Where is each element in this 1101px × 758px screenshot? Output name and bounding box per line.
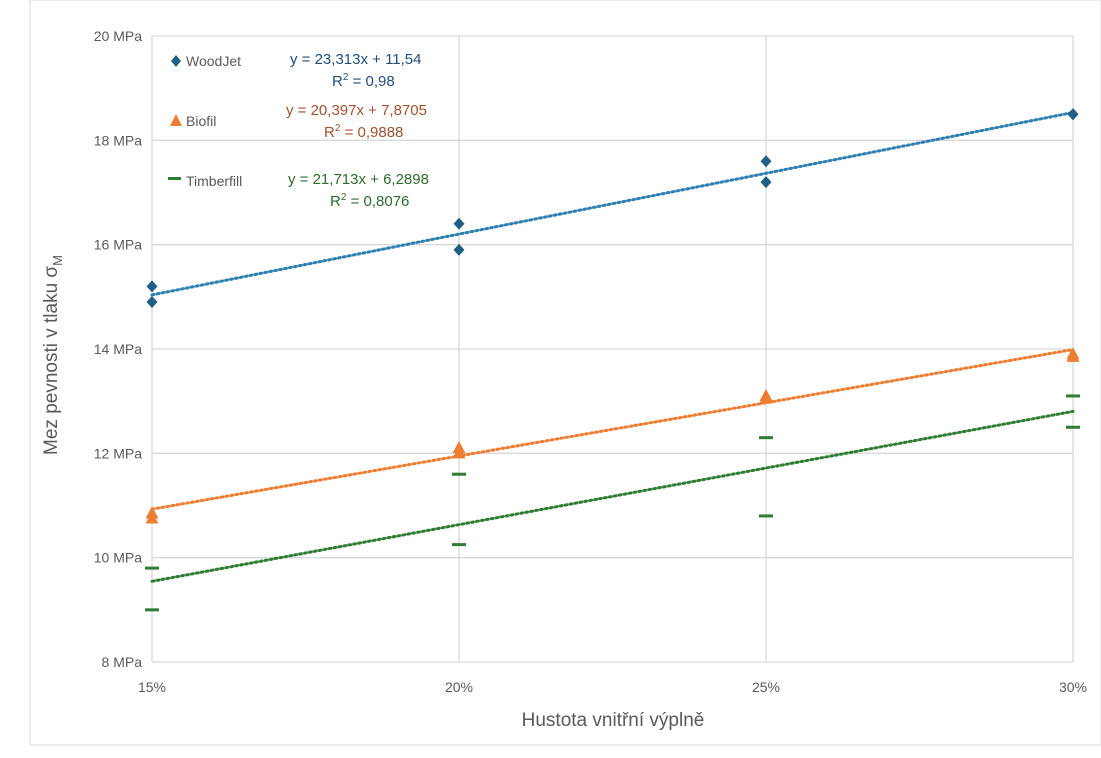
data-point-timberfill xyxy=(452,472,466,476)
data-point-woodjet xyxy=(760,176,772,189)
y-tick-label: 8 MPa xyxy=(102,654,143,670)
chart-frame xyxy=(29,0,1101,746)
x-tick-label: 20% xyxy=(445,679,473,695)
trendline-woodjet xyxy=(150,110,1075,297)
grid-lines xyxy=(151,35,1074,663)
x-tick-label: 15% xyxy=(138,679,166,695)
data-point-timberfill xyxy=(145,566,159,570)
y-tick-label: 16 MPa xyxy=(94,237,142,253)
data-point-timberfill xyxy=(145,608,159,612)
data-point-woodjet xyxy=(453,243,465,256)
x-axis-title: Hustota vnitřní výplně xyxy=(522,710,705,731)
legend-item-biofil: Biofil xyxy=(170,113,216,129)
r2-timberfill: R2 = 0,8076 xyxy=(330,192,409,210)
y-axis-ticks: 8 MPa 10 MPa 12 MPa 14 MPa 16 MPa 18 MPa 20 MP… xyxy=(94,28,142,670)
data-point-timberfill xyxy=(1066,425,1080,429)
data-point-timberfill xyxy=(759,436,773,440)
legend-label-timberfill: Timberfill xyxy=(186,173,242,189)
legend-item-timberfill: Timberfill xyxy=(168,173,242,189)
equation-timberfill: y = 21,713x + 6,2898 xyxy=(288,171,429,188)
r2-biofil: R2 = 0,9888 xyxy=(324,123,403,141)
trendline-biofil xyxy=(150,348,1075,511)
data-point-woodjet xyxy=(453,217,465,230)
data-point-biofil xyxy=(1066,349,1080,362)
legend-marker-biofil xyxy=(170,114,182,126)
y-tick-label: 18 MPa xyxy=(94,132,142,148)
data-point-woodjet xyxy=(1067,108,1079,121)
data-point-timberfill xyxy=(759,514,773,518)
legend-label-biofil: Biofil xyxy=(186,113,216,129)
trend-equations: y = 23,313x + 11,54 R2 = 0,98 y = 20,397… xyxy=(286,51,429,210)
data-point-biofil xyxy=(145,511,159,524)
data-point-timberfill xyxy=(452,543,466,547)
y-tick-label: 10 MPa xyxy=(94,550,142,566)
y-tick-label: 20 MPa xyxy=(94,28,142,44)
trendline-timberfill xyxy=(150,409,1075,583)
data-point-woodjet xyxy=(146,280,158,293)
y-axis-title: Mez pevnosti v tlaku σM xyxy=(41,255,65,455)
legend-item-woodjet: WoodJet xyxy=(171,53,241,69)
trendlines xyxy=(150,110,1075,583)
equation-biofil: y = 20,397x + 7,8705 xyxy=(286,102,427,119)
legend-label-woodjet: WoodJet xyxy=(186,53,241,69)
data-point-timberfill xyxy=(1066,394,1080,398)
data-points xyxy=(145,108,1080,612)
x-tick-label: 30% xyxy=(1059,679,1087,695)
data-point-woodjet xyxy=(146,296,158,309)
data-point-biofil xyxy=(759,391,773,404)
y-tick-label: 12 MPa xyxy=(94,445,142,461)
equation-woodjet: y = 23,313x + 11,54 xyxy=(290,51,422,68)
data-point-woodjet xyxy=(760,155,772,168)
x-tick-label: 25% xyxy=(752,679,780,695)
data-point-biofil xyxy=(452,446,466,459)
legend: WoodJet Biofil Timberfill xyxy=(168,53,242,189)
y-tick-label: 14 MPa xyxy=(94,341,142,357)
legend-marker-timberfill xyxy=(168,177,181,180)
x-axis-ticks: 15% 20% 25% 30% xyxy=(138,679,1087,695)
legend-marker-woodjet xyxy=(171,55,181,67)
r2-woodjet: R2 = 0,98 xyxy=(332,72,395,90)
